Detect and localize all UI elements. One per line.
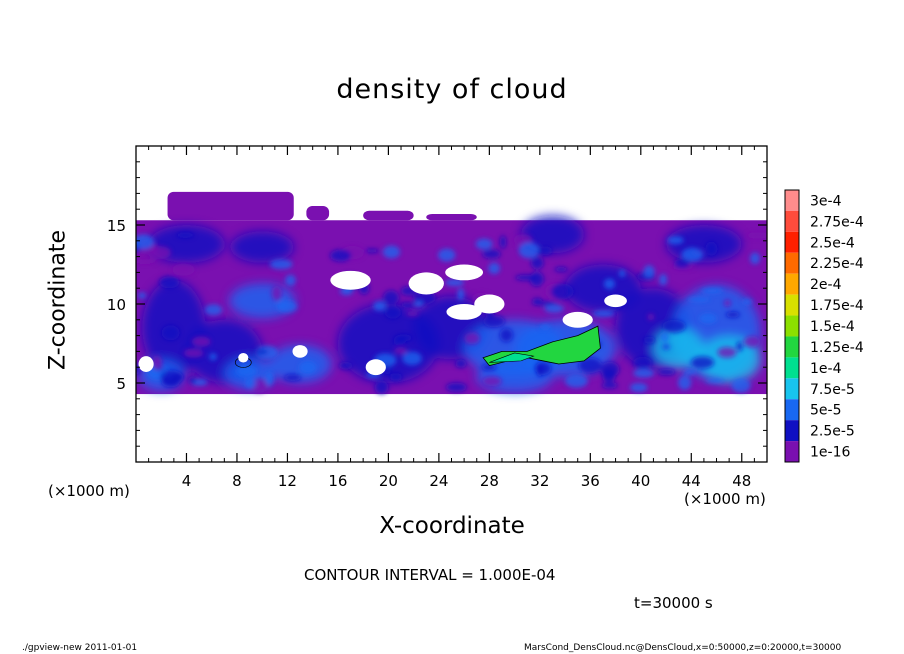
x-tick-label: 28 [480, 472, 499, 490]
colorbar-swatch [785, 190, 799, 211]
colorbar-swatch [785, 252, 799, 274]
colorbar: 3e-4 2.75e-4 2.5e-4 2.25e-4 2e-4 1.75e-4 1.5e-… [784, 189, 864, 463]
time-label: t=30000 s [634, 594, 713, 612]
clear-gap [330, 270, 371, 290]
x-tick-label: 40 [631, 472, 650, 490]
colorbar-swatch [785, 336, 799, 358]
colorbar-label: 2.75e-4 [810, 214, 864, 230]
upper-cloud-patch [306, 206, 330, 221]
x-tick-label: 32 [530, 472, 549, 490]
x-tick-label: 16 [328, 472, 347, 490]
clear-gap [446, 304, 482, 320]
contour-interval: CONTOUR INTERVAL = 1.000E-04 [304, 566, 556, 584]
colorbar-label: 2.25e-4 [810, 256, 864, 272]
x-tick-label: 8 [232, 472, 242, 490]
colorbar-label: 1e-16 [810, 445, 850, 461]
clear-gap [292, 345, 308, 358]
density-field [136, 191, 767, 395]
x-tick-label: 44 [682, 472, 701, 490]
colorbar-label: 7.5e-5 [810, 382, 855, 398]
footer-left: ./gpview-new 2011-01-01 [22, 643, 138, 653]
clear-gap [604, 294, 627, 308]
colorbar-label: 1.75e-4 [810, 298, 864, 314]
clear-gap [562, 311, 593, 328]
x-axis-label: X-coordinate [379, 513, 525, 539]
colorbar-swatch [785, 210, 799, 232]
colorbar-swatch [785, 294, 799, 316]
clear-gap [365, 359, 386, 376]
y-tick-label: 5 [116, 375, 126, 393]
x-unit-label-left: (×1000 m) [48, 482, 130, 500]
x-tick-label: 48 [732, 472, 751, 490]
x-tick-label: 12 [278, 472, 297, 490]
chart-title: density of cloud [336, 74, 568, 105]
colorbar-label: 2.5e-5 [810, 424, 855, 440]
colorbar-label: 3e-4 [810, 193, 842, 209]
colorbar-label: 1.25e-4 [810, 340, 864, 356]
colorbar-label: 1.5e-4 [810, 319, 855, 335]
x-tick-label: 24 [429, 472, 448, 490]
colorbar-swatch [785, 273, 799, 295]
colorbar-swatch [785, 231, 799, 253]
colorbar-swatch [785, 315, 799, 337]
colorbar-label: 1e-4 [810, 361, 842, 377]
clear-gap [474, 294, 505, 314]
colorbar-label: 2e-4 [810, 277, 842, 293]
colorbar-swatch [785, 357, 799, 379]
x-tick-label: 4 [182, 472, 192, 490]
colorbar-swatch [785, 399, 799, 421]
clear-gap [138, 356, 154, 372]
colorbar-frame [784, 189, 800, 463]
y-tick-label: 15 [107, 217, 126, 235]
colorbar-swatch [785, 441, 799, 462]
y-axis-label: Z-coordinate [45, 230, 71, 370]
colorbar-swatch [785, 420, 799, 442]
colorbar-swatch [785, 378, 799, 400]
x-tick-label: 36 [581, 472, 600, 490]
upper-cloud-patch [363, 210, 414, 221]
upper-cloud-patch [167, 191, 294, 221]
colorbar-label: 2.5e-4 [810, 235, 855, 251]
y-tick-label: 10 [107, 296, 126, 314]
x-unit-label-right: (×1000 m) [684, 490, 766, 508]
footer-right: MarsCond_DensCloud.nc@DensCloud,x=0:5000… [524, 643, 842, 653]
clear-gap [445, 264, 484, 281]
clear-gap [408, 272, 444, 295]
upper-cloud-patch [426, 213, 477, 221]
clear-gap [238, 352, 249, 363]
contour-line [489, 352, 535, 363]
colorbar-label: 5e-5 [810, 403, 841, 419]
x-tick-label: 20 [379, 472, 398, 490]
